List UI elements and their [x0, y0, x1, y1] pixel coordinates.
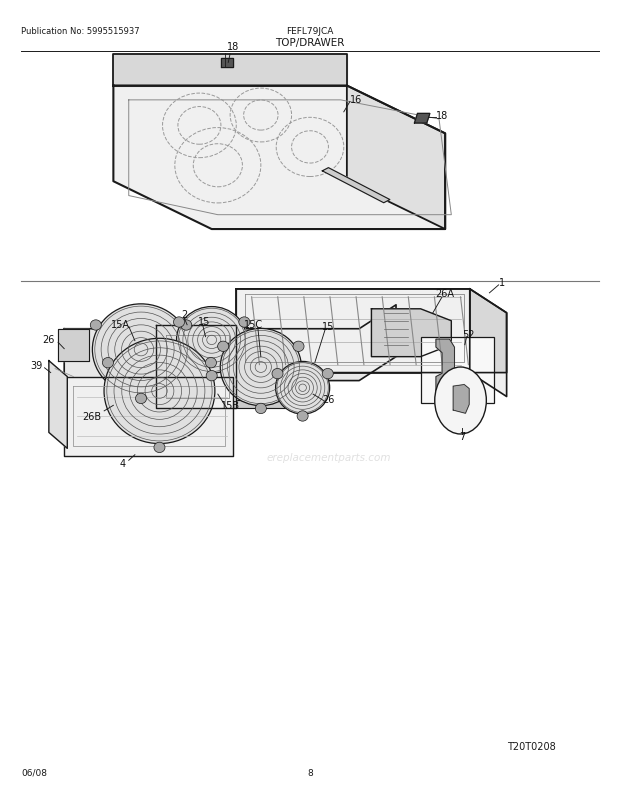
Polygon shape	[236, 290, 470, 373]
Ellipse shape	[218, 342, 229, 352]
Text: 26: 26	[322, 395, 335, 404]
Ellipse shape	[220, 329, 301, 406]
Ellipse shape	[297, 411, 308, 422]
Polygon shape	[64, 306, 396, 381]
Text: 4: 4	[120, 458, 126, 468]
Ellipse shape	[206, 371, 217, 382]
Ellipse shape	[180, 321, 192, 330]
Polygon shape	[371, 310, 451, 357]
Ellipse shape	[102, 358, 113, 368]
Text: 26: 26	[43, 334, 55, 345]
Polygon shape	[49, 361, 68, 449]
Text: T20T0208: T20T0208	[507, 742, 556, 751]
Ellipse shape	[205, 358, 216, 368]
Polygon shape	[453, 385, 469, 414]
Text: 52: 52	[463, 329, 475, 339]
Polygon shape	[347, 87, 445, 229]
Polygon shape	[414, 114, 430, 124]
Ellipse shape	[322, 369, 334, 379]
Polygon shape	[113, 55, 347, 87]
Text: FEFL79JCA: FEFL79JCA	[286, 26, 334, 35]
Ellipse shape	[239, 318, 250, 328]
Bar	[420, 338, 494, 403]
Text: 15: 15	[198, 316, 211, 326]
Text: 1: 1	[498, 278, 505, 288]
Ellipse shape	[104, 339, 215, 444]
Text: 26B: 26B	[82, 411, 102, 421]
Polygon shape	[58, 330, 89, 361]
Polygon shape	[221, 59, 233, 68]
Text: 06/08: 06/08	[21, 768, 47, 777]
Text: 15: 15	[322, 321, 335, 331]
Ellipse shape	[91, 321, 101, 330]
Ellipse shape	[276, 362, 330, 415]
Ellipse shape	[154, 443, 165, 453]
Ellipse shape	[272, 369, 283, 379]
Text: TOP/DRAWER: TOP/DRAWER	[275, 38, 345, 48]
Text: 26A: 26A	[436, 289, 454, 298]
Circle shape	[435, 367, 486, 435]
Ellipse shape	[174, 318, 185, 328]
Ellipse shape	[293, 342, 304, 352]
Polygon shape	[52, 401, 298, 409]
Polygon shape	[64, 377, 233, 457]
Ellipse shape	[92, 305, 190, 395]
Polygon shape	[113, 87, 445, 229]
Text: 39: 39	[30, 360, 43, 371]
Text: 7: 7	[459, 431, 466, 442]
Polygon shape	[156, 326, 236, 409]
Polygon shape	[436, 340, 454, 391]
Text: ereplacementparts.com: ereplacementparts.com	[267, 453, 391, 463]
Text: 18: 18	[436, 111, 448, 121]
Text: 8: 8	[307, 768, 313, 777]
Polygon shape	[470, 290, 507, 373]
Text: 15B: 15B	[221, 401, 240, 411]
Text: 2: 2	[181, 310, 187, 320]
Text: 16: 16	[350, 95, 362, 105]
Text: 18: 18	[227, 42, 239, 51]
Ellipse shape	[255, 403, 267, 414]
Text: 15C: 15C	[244, 319, 263, 330]
Polygon shape	[322, 168, 390, 204]
Ellipse shape	[136, 394, 146, 404]
Polygon shape	[236, 290, 507, 397]
Text: Publication No: 5995515937: Publication No: 5995515937	[21, 26, 140, 35]
Text: 15A: 15A	[111, 319, 130, 330]
Ellipse shape	[177, 307, 247, 374]
